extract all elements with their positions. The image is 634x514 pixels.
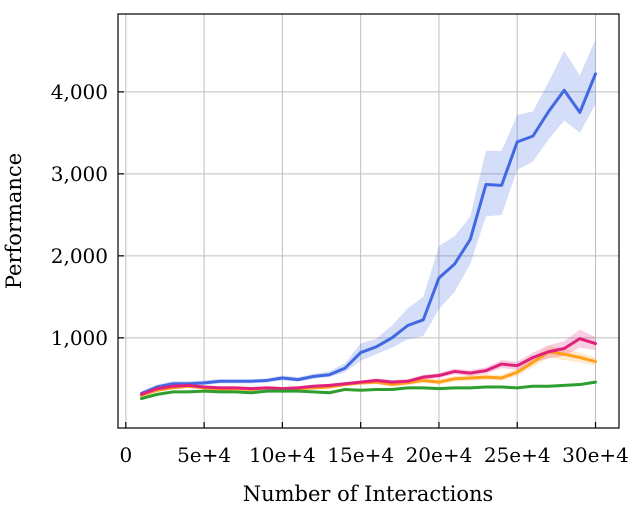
x-tick-label: 0 [119, 443, 132, 467]
x-axis-title: Number of Interactions [243, 482, 494, 506]
grid-lines [118, 14, 619, 428]
tick-labels: 0 5e+4 10e+4 15e+4 20e+4 25e+4 30e+4 1,000 2,000… [51, 80, 629, 467]
x-tick-label: 10e+4 [249, 443, 316, 467]
y-tick-label: 3,000 [51, 162, 108, 186]
x-tick-label: 30e+4 [562, 443, 629, 467]
x-tick-label: 25e+4 [484, 443, 551, 467]
series-lines [139, 72, 598, 400]
series-line [139, 380, 598, 400]
series-line [139, 337, 598, 396]
series-band [141, 39, 596, 397]
axis-ticks [118, 91, 597, 428]
x-tick-label: 20e+4 [406, 443, 473, 467]
x-tick-label: 15e+4 [327, 443, 394, 467]
series-line [139, 72, 598, 396]
y-tick-label: 2,000 [51, 244, 108, 268]
x-tick-label: 5e+4 [177, 443, 231, 467]
confidence-bands [141, 39, 596, 400]
y-tick-label: 1,000 [51, 326, 108, 350]
y-axis-title: Performance [2, 153, 26, 289]
y-tick-label: 4,000 [51, 80, 108, 104]
plot-frame [117, 13, 620, 429]
